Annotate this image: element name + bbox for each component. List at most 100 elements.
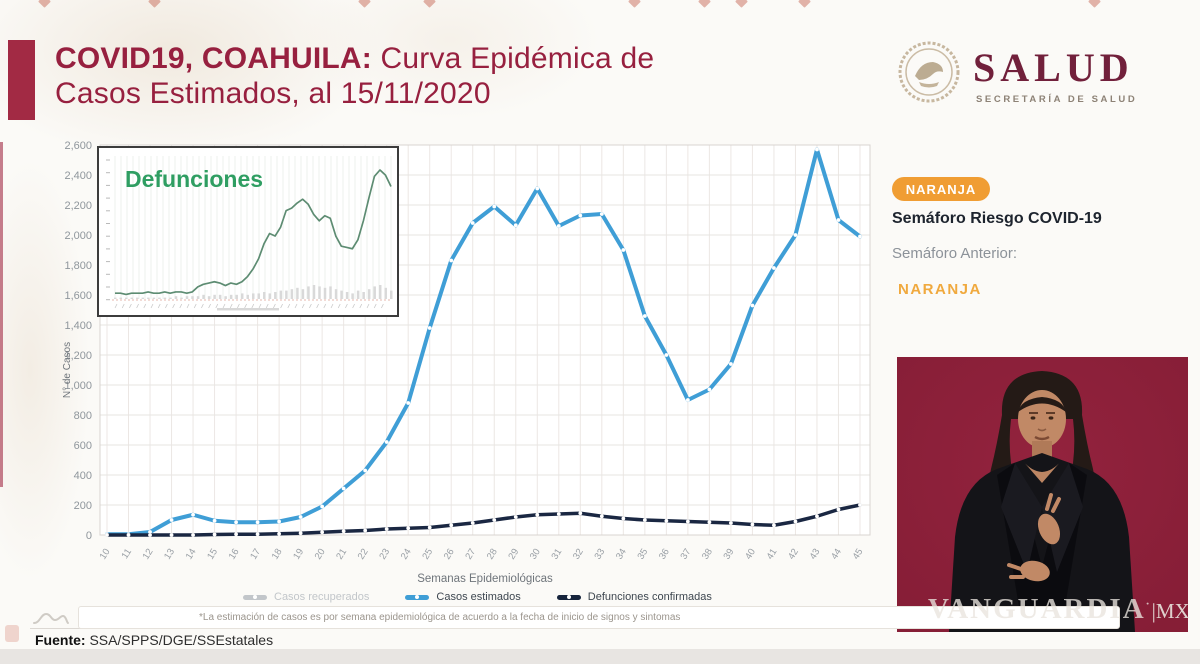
y-tick-label: 2,000 [64, 230, 92, 242]
legend-label: Casos recuperados [274, 591, 370, 603]
x-tick-label: 41 [765, 547, 780, 562]
defunciones-inset-chart: Defunciones [97, 146, 399, 317]
chart-legend: Casos recuperados Casos estimados Defuncio… [243, 591, 712, 603]
x-tick-label: 28 [485, 547, 500, 562]
mexico-seal-icon [898, 41, 960, 103]
semaforo-previous-value: NARANJA [898, 281, 982, 298]
x-tick-label: 44 [829, 547, 844, 562]
x-tick-label: 35 [635, 547, 650, 562]
x-tick-label: 36 [657, 547, 672, 562]
salud-logo: SALUD SECRETARÍA DE SALUD [897, 38, 1187, 116]
top-border-ornament [798, 0, 811, 8]
top-border-ornament [38, 0, 51, 8]
x-tick-label: 22 [356, 547, 371, 562]
y-tick-label: 2,600 [64, 140, 92, 152]
x-tick-label: 10 [98, 547, 113, 562]
bottom-strip [0, 649, 1200, 664]
title-strong: COVID19, COAHUILA: [55, 42, 372, 75]
x-tick-label: 14 [184, 547, 199, 562]
y-tick-label: 400 [74, 470, 92, 482]
x-tick-label: 40 [743, 547, 758, 562]
semaforo-status-badge: NARANJA [892, 177, 990, 201]
x-tick-label: 18 [270, 547, 285, 562]
left-edge-ornament [0, 142, 3, 487]
interpreter-figure [897, 357, 1188, 632]
y-tick-label: 1,800 [64, 260, 92, 272]
x-tick-label: 15 [205, 547, 220, 562]
legend-label: Casos estimados [436, 591, 521, 603]
interpreter-neck [1032, 441, 1052, 459]
y-tick-label: 1,000 [64, 380, 92, 392]
top-border-ornament [358, 0, 371, 8]
y-tick-label: 1,400 [64, 320, 92, 332]
x-tick-labels: 10 11 12 13 14 15 16 17 18 19 20 21 22 23 24 25 26 27 28 29… [98, 547, 866, 562]
legend-item-casos-estimados[interactable]: Casos estimados [405, 591, 521, 603]
interpreter-hands [1007, 493, 1061, 582]
salud-subtitle: SECRETARÍA DE SALUD [976, 94, 1138, 105]
epidemic-curve-logo-icon [33, 612, 69, 624]
legend-marker [556, 594, 581, 600]
x-tick-label: 31 [549, 547, 564, 562]
x-tick-label: 39 [722, 547, 737, 562]
inset-x-axis-title [217, 308, 279, 311]
vanguardia-watermark: VANGUARDIA·|MX [928, 593, 1190, 626]
x-tick-label: 42 [786, 547, 801, 562]
inset-deaths-line [115, 169, 392, 296]
x-tick-label: 43 [808, 547, 823, 562]
series-casos-estimados [105, 147, 862, 537]
top-border-ornament [148, 0, 161, 8]
title-accent-bar [8, 40, 35, 120]
source-value: SSA/SPPS/DGE/SSEstatales [89, 632, 274, 648]
top-border-ornament [628, 0, 641, 8]
footnote-text: *La estimación de casos es por semana ep… [199, 612, 681, 623]
x-tick-label: 33 [592, 547, 607, 562]
x-tick-label: 17 [248, 547, 263, 562]
interpreter-blazer [949, 453, 1135, 632]
top-border-ornament [698, 0, 711, 8]
x-tick-label: 19 [291, 547, 306, 562]
x-axis-title: Semanas Epidemiológicas [417, 573, 553, 585]
x-tick-label: 11 [119, 547, 134, 561]
x-tick-label: 34 [614, 547, 629, 562]
legend-marker [243, 594, 267, 600]
y-tick-label: 800 [74, 410, 92, 422]
x-tick-label: 21 [334, 547, 349, 562]
y-tick-label: 1,200 [64, 350, 92, 362]
x-tick-label: 27 [463, 547, 478, 562]
x-tick-label: 16 [227, 547, 242, 562]
top-border-ornament [1088, 0, 1101, 8]
semaforo-previous-label: Semáforo Anterior: [892, 245, 1018, 262]
title-line2: Casos Estimados, al 15/11/2020 [55, 76, 491, 110]
title-rest: Curva Epidémica de [371, 42, 655, 75]
interpreter-hair [989, 371, 1095, 497]
defunciones-inset-svg [106, 156, 393, 311]
legend-marker [405, 594, 430, 600]
x-tick-label: 12 [141, 547, 156, 562]
salud-wordmark: SALUD [973, 45, 1134, 90]
sign-language-interpreter-video [897, 357, 1188, 632]
y-tick-label: 600 [74, 440, 92, 452]
y-tick-label: 1,600 [64, 290, 92, 302]
x-tick-label: 25 [420, 547, 435, 562]
x-tick-label: 38 [700, 547, 715, 562]
y-axis-title: N° de Casos [62, 342, 73, 398]
x-tick-label: 29 [506, 547, 521, 562]
x-tick-label: 30 [528, 547, 543, 562]
top-border-ornament [423, 0, 436, 8]
x-tick-label: 32 [571, 547, 586, 562]
series-defunciones-confirmadas [105, 503, 862, 537]
top-border-ornament [735, 0, 748, 8]
x-tick-label: 37 [678, 547, 693, 562]
semaforo-risk-label: Semáforo Riesgo COVID-19 [892, 210, 1102, 227]
x-tick-label: 20 [313, 547, 328, 562]
page-title: COVID19, COAHUILA: Curva Epidémica de Ca… [55, 42, 845, 111]
legend-item-casos-recuperados[interactable]: Casos recuperados [243, 591, 369, 603]
y-tick-label: 200 [74, 500, 92, 512]
defunciones-inset-title: Defunciones [125, 166, 264, 192]
y-tick-label: 2,400 [64, 170, 92, 182]
x-tick-label: 26 [442, 547, 457, 562]
legend-item-defunciones-confirmadas[interactable]: Defunciones confirmadas [556, 591, 712, 603]
x-tick-label: 24 [399, 547, 414, 562]
footnote-card: *La estimación de casos es por semana ep… [78, 606, 1120, 629]
legend-label: Defunciones confirmadas [587, 591, 712, 603]
